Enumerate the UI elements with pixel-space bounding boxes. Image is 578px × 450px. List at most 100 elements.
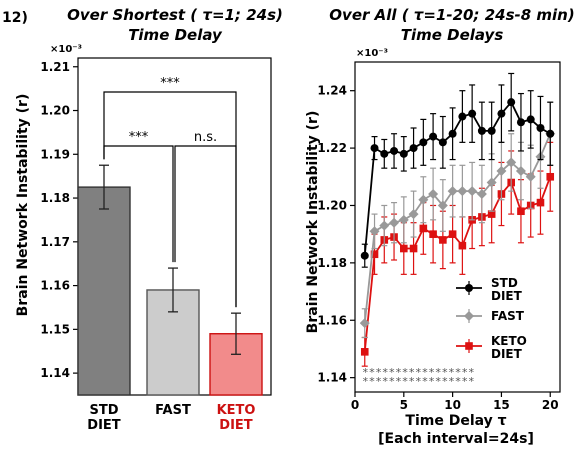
- data-point: [429, 132, 438, 141]
- line-x-tick-label: 5: [400, 398, 408, 412]
- data-point: [359, 318, 370, 329]
- bar-y-tick-label: 1.21: [40, 60, 70, 74]
- bar-y-axis-label: Brain Network Instability (r): [15, 94, 31, 317]
- significance-label: ***: [160, 76, 180, 91]
- data-point: [546, 129, 555, 138]
- line-plot-frame: [354, 61, 561, 393]
- line-x-tick-label: 20: [542, 398, 559, 412]
- data-point: [497, 109, 506, 118]
- bar-y-tick-label: 1.17: [40, 235, 70, 249]
- significance-label: n.s.: [194, 130, 217, 145]
- data-point: [370, 250, 379, 259]
- legend-label: FAST: [491, 309, 525, 323]
- bar-y-tick-label: 1.18: [40, 191, 70, 205]
- bar-y-tick-label: 1.14: [40, 366, 70, 380]
- bar-chart-title-line2: Time Delay: [128, 26, 223, 44]
- line-y-tick-label: 1.14: [317, 371, 347, 385]
- data-point: [438, 138, 447, 147]
- data-point: [468, 109, 477, 118]
- bar-category-label-line2: DIET: [219, 418, 253, 433]
- line-y-tick-label: 1.16: [317, 313, 347, 327]
- data-point: [437, 200, 448, 211]
- data-point: [465, 342, 473, 350]
- data-point: [506, 157, 517, 168]
- data-point: [515, 166, 526, 177]
- data-point: [525, 171, 536, 182]
- data-point: [379, 220, 390, 231]
- line-chart-title: Over All ( τ=1-20; 24s-8 min): [329, 6, 574, 24]
- bar-category-label: FAST: [155, 403, 191, 418]
- data-point: [390, 146, 399, 155]
- data-point: [526, 115, 535, 124]
- data-point: [457, 186, 468, 197]
- data-point: [408, 209, 419, 220]
- data-point: [467, 186, 478, 197]
- data-point: [516, 118, 525, 127]
- data-point: [428, 189, 439, 199]
- data-point: [487, 126, 496, 135]
- significance-star-row: *****************: [362, 366, 475, 379]
- series-line: [363, 133, 552, 324]
- bar-chart-panel: Over Shortest ( τ=1; 24s) Time Delay ×10…: [15, 6, 283, 433]
- significance-label: ***: [129, 130, 149, 145]
- data-point: [476, 189, 487, 199]
- data-point: [398, 214, 409, 225]
- bar-category-label: STD: [89, 403, 118, 418]
- data-point: [447, 186, 458, 197]
- data-point: [477, 126, 486, 135]
- bar-y-tick-label: 1.15: [40, 322, 70, 336]
- data-point: [400, 244, 408, 253]
- data-point: [418, 194, 429, 205]
- data-point: [409, 244, 418, 253]
- legend-label-line2: DIET: [491, 347, 523, 361]
- line-y-ticks: 1.14 1.16 1.18 1.20 1.22 1.24: [317, 84, 355, 385]
- line-x-ticks: 0 5 10 15 20: [351, 392, 559, 412]
- line-x-tick-label: 0: [351, 398, 359, 412]
- data-point: [546, 172, 555, 181]
- line-y-tick-label: 1.24: [317, 84, 347, 98]
- data-point: [507, 98, 516, 107]
- bar-category-label-line2: DIET: [87, 418, 121, 433]
- data-point: [536, 124, 545, 132]
- bar: [77, 186, 131, 396]
- significance-bracket: [103, 145, 174, 263]
- line-x-tick-label: 10: [444, 398, 461, 412]
- data-point: [360, 251, 369, 260]
- line-x-axis-label-line2: [Each interval=24s]: [378, 431, 534, 447]
- bar-y-tick-label: 1.20: [40, 104, 70, 118]
- data-point: [360, 348, 369, 356]
- data-point: [448, 129, 457, 138]
- bar-y-tick-label: 1.19: [40, 147, 70, 161]
- data-point: [419, 138, 428, 147]
- data-point: [399, 149, 408, 158]
- significance-bracket: [174, 145, 237, 308]
- data-point: [409, 144, 418, 153]
- line-series-square: [360, 141, 555, 367]
- data-point: [465, 284, 473, 292]
- line-y-tick-label: 1.22: [317, 141, 347, 155]
- data-point: [429, 230, 437, 238]
- data-point: [536, 198, 545, 207]
- bar-category-label: KETO: [217, 403, 256, 418]
- panel-label: 12): [2, 10, 28, 26]
- line-x-tick-label: 15: [493, 398, 510, 412]
- data-point: [458, 241, 467, 250]
- data-point: [487, 210, 496, 218]
- data-point: [448, 230, 457, 238]
- legend-label: STD: [491, 276, 518, 290]
- significance-brackets: *** *** n.s.: [103, 76, 237, 308]
- line-series-circle: [360, 72, 555, 268]
- data-point: [370, 144, 379, 153]
- line-series-diamond: [359, 101, 556, 339]
- bar-series: [77, 164, 263, 396]
- significance-stars: **********************************: [362, 366, 475, 388]
- line-y-tick-label: 1.20: [317, 198, 347, 212]
- data-point: [380, 149, 389, 158]
- line-chart-panel: Over All ( τ=1-20; 24s-8 min) Time Delay…: [305, 6, 575, 447]
- line-x-axis-label: Time Delay τ: [405, 413, 506, 429]
- line-series: [359, 72, 556, 367]
- data-point: [389, 217, 400, 228]
